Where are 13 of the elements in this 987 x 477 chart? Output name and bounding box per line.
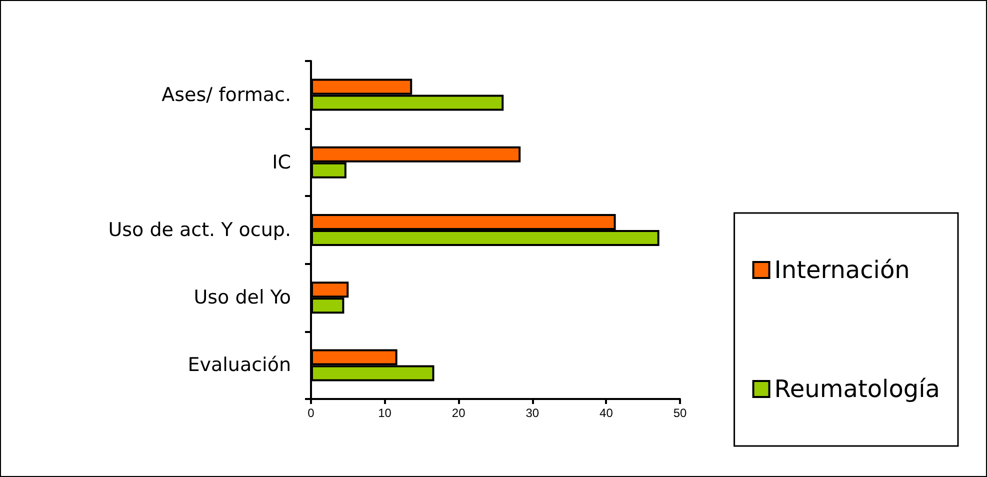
y-tick-label: IC [272,151,291,174]
x-tick-label: 10 [378,406,392,420]
x-tick-label: 50 [673,406,687,420]
legend-label: Reumatología [774,375,940,403]
legend-label: Internación [774,256,910,284]
x-tick-label: 40 [600,406,614,420]
y-tick-label: Evaluación [188,354,291,376]
y-tick-label: Uso de act. Y ocup. [108,219,291,241]
y-tick-label: Ases/ formac. [162,84,291,106]
x-tick-label: 30 [526,406,540,420]
x-tick-label: 0 [308,406,315,420]
y-tick-label: Uso del Yo [194,286,291,309]
x-tick-label: 20 [452,406,466,420]
